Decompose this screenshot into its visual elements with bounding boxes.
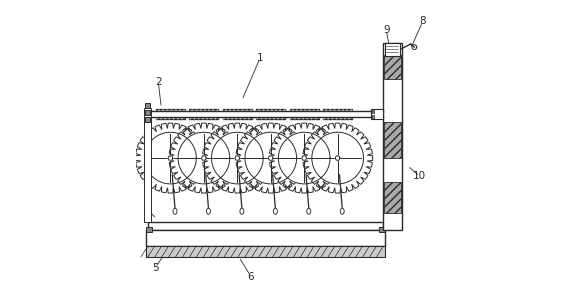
Polygon shape [136,123,205,193]
Polygon shape [302,123,373,193]
Polygon shape [236,123,306,193]
Text: 6: 6 [248,272,254,282]
Polygon shape [202,123,273,193]
Bar [372,115,374,118]
Bar [372,110,374,113]
Bar [384,182,401,213]
Text: 3: 3 [149,153,155,163]
Polygon shape [269,123,339,193]
Polygon shape [302,156,306,160]
Ellipse shape [273,208,277,214]
Polygon shape [168,156,172,160]
Ellipse shape [340,208,344,214]
Polygon shape [235,156,240,160]
Ellipse shape [307,208,310,214]
Polygon shape [269,156,273,160]
Bar [384,43,401,230]
Ellipse shape [206,208,210,214]
Polygon shape [145,132,196,184]
Bar [380,227,385,232]
Text: 8: 8 [420,16,426,26]
Bar [144,108,151,222]
Polygon shape [312,132,363,184]
Bar [145,103,151,108]
Ellipse shape [173,208,177,214]
Bar [148,222,384,230]
Bar [384,55,401,79]
Text: 4: 4 [146,206,152,216]
Bar [145,117,151,122]
Text: 9: 9 [383,26,390,35]
Polygon shape [212,132,263,184]
Bar [146,246,385,257]
Text: 1: 1 [257,53,263,63]
Polygon shape [278,132,330,184]
Polygon shape [245,132,297,184]
Text: 5: 5 [152,263,159,272]
Polygon shape [335,156,340,160]
Bar [385,43,400,56]
Bar [146,230,385,246]
Bar [146,227,152,232]
Ellipse shape [240,208,244,214]
Polygon shape [169,123,239,193]
Text: 10: 10 [413,171,426,181]
Polygon shape [202,156,206,160]
Polygon shape [178,132,230,184]
Bar [384,122,401,158]
Bar [371,109,384,119]
Bar [145,110,151,115]
Text: 2: 2 [155,77,162,87]
